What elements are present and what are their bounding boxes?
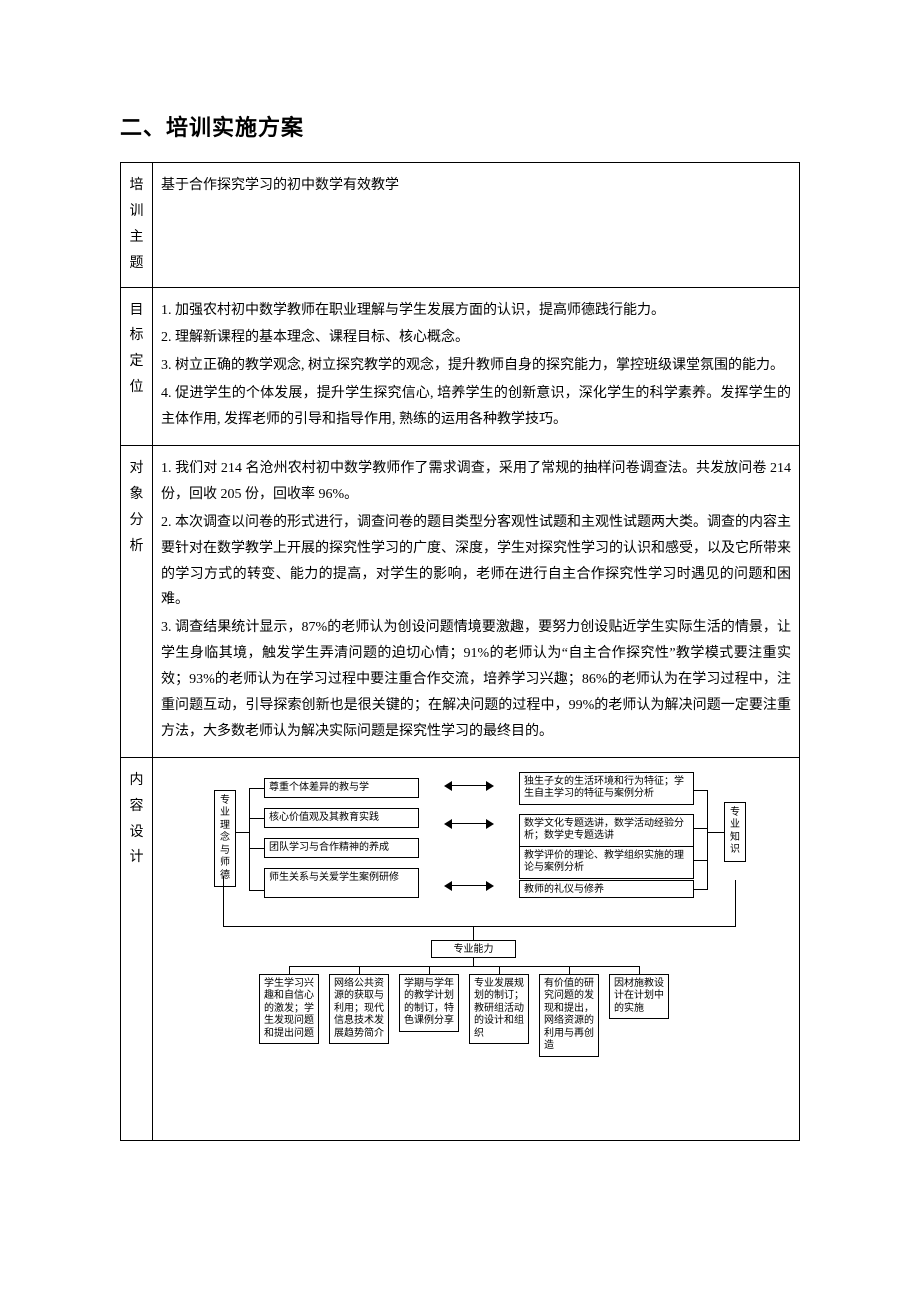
r2-p2: 2. 理解新课程的基本理念、课程目标、核心概念。 [161, 325, 791, 351]
connector [249, 848, 264, 849]
connector [694, 889, 708, 890]
label-professional-ethics: 专业理念与师德 [214, 790, 236, 888]
right-box-2: 数学文化专题选讲，数学活动经验分析；数学史专题选讲 [519, 814, 694, 847]
bottom-box-5: 有价值的研究问题的发现和提出，网络资源的利用与再创造 [539, 974, 599, 1057]
connector [223, 926, 735, 927]
left-box-2: 核心价值观及其教育实践 [264, 808, 419, 828]
right-box-4: 教师的礼仪与修养 [519, 880, 694, 898]
connector [429, 966, 430, 974]
connector [694, 790, 708, 791]
bottom-box-4: 专业发展规划的制订；教研组活动的设计和组织 [469, 974, 529, 1045]
r3-p3: 3. 调查结果统计显示，87%的老师认为创设问题情境要激趣，要努力创设贴近学生实… [161, 615, 791, 744]
connector [639, 966, 640, 974]
left-box-1: 尊重个体差异的教与学 [264, 778, 419, 798]
bottom-box-3: 学期与学年的教学计划的制订，特色课例分享 [399, 974, 459, 1032]
double-arrow-icon [444, 882, 494, 890]
row2-content: 1. 加强农村初中数学教师在职业理解与学生发展方面的认识，提高师德践行能力。 2… [153, 287, 800, 445]
section-title: 二、培训实施方案 [120, 110, 800, 142]
connector [694, 860, 708, 861]
row3-content: 1. 我们对 214 名沧州农村初中数学教师作了需求调查，采用了常规的抽样问卷调… [153, 446, 800, 758]
connector [249, 788, 264, 789]
content-design-diagram: 专业理念与师德 专业知识 尊重个体差异的教与学 核心价值观及其教育实践 团队学习… [159, 772, 799, 1112]
connector [236, 832, 249, 833]
bottom-box-2: 网络公共资源的获取与利用；现代信息技术发展趋势简介 [329, 974, 389, 1045]
middle-box: 专业能力 [431, 940, 516, 958]
r1-p1: 基于合作探究学习的初中数学有效教学 [161, 173, 791, 199]
connector [707, 790, 708, 890]
connector [359, 966, 360, 974]
r2-p4: 4. 促进学生的个体发展，提升学生探究信心, 培养学生的创新意识，深化学生的科学… [161, 381, 791, 433]
row2-label: 目标定位 [121, 287, 153, 445]
row4-content: 专业理念与师德 专业知识 尊重个体差异的教与学 核心价值观及其教育实践 团队学习… [153, 757, 800, 1140]
left-box-3: 团队学习与合作精神的养成 [264, 838, 419, 858]
connector [289, 966, 290, 974]
left-box-4: 师生关系与关爱学生案例研修 [264, 868, 419, 898]
row1-label: 培训主题 [121, 163, 153, 288]
connector [694, 828, 708, 829]
connector [707, 832, 724, 833]
connector [473, 958, 474, 966]
double-arrow-icon [444, 820, 494, 828]
bottom-box-1: 学生学习兴趣和自信心的激发；学生发现问题和提出问题 [259, 974, 319, 1045]
row3-label: 对象分析 [121, 446, 153, 758]
r3-p1: 1. 我们对 214 名沧州农村初中数学教师作了需求调查，采用了常规的抽样问卷调… [161, 456, 791, 508]
r2-p3: 3. 树立正确的教学观念, 树立探究教学的观念，提升教师自身的探究能力，掌控班级… [161, 353, 791, 379]
double-arrow-icon [444, 782, 494, 790]
connector [223, 876, 224, 926]
label-professional-knowledge: 专业知识 [724, 802, 746, 862]
r2-p1: 1. 加强农村初中数学教师在职业理解与学生发展方面的认识，提高师德践行能力。 [161, 298, 791, 324]
connector [249, 788, 250, 890]
bottom-box-6: 因材施教设计在计划中的实施 [609, 974, 669, 1020]
connector [735, 880, 736, 927]
right-box-1: 独生子女的生活环境和行为特征；学生自主学习的特征与案例分析 [519, 772, 694, 805]
plan-table: 培训主题 基于合作探究学习的初中数学有效教学 目标定位 1. 加强农村初中数学教… [120, 162, 800, 1141]
r3-p2: 2. 本次调查以问卷的形式进行，调查问卷的题目类型分客观性试题和主观性试题两大类… [161, 510, 791, 614]
row1-content: 基于合作探究学习的初中数学有效教学 [153, 163, 800, 288]
connector [499, 966, 500, 974]
right-box-3: 教学评价的理论、教学组织实施的理论与案例分析 [519, 846, 694, 879]
connector [289, 966, 639, 967]
connector [473, 926, 474, 940]
row4-label: 内容设计 [121, 757, 153, 1140]
connector [249, 890, 264, 891]
connector [569, 966, 570, 974]
connector [249, 818, 264, 819]
